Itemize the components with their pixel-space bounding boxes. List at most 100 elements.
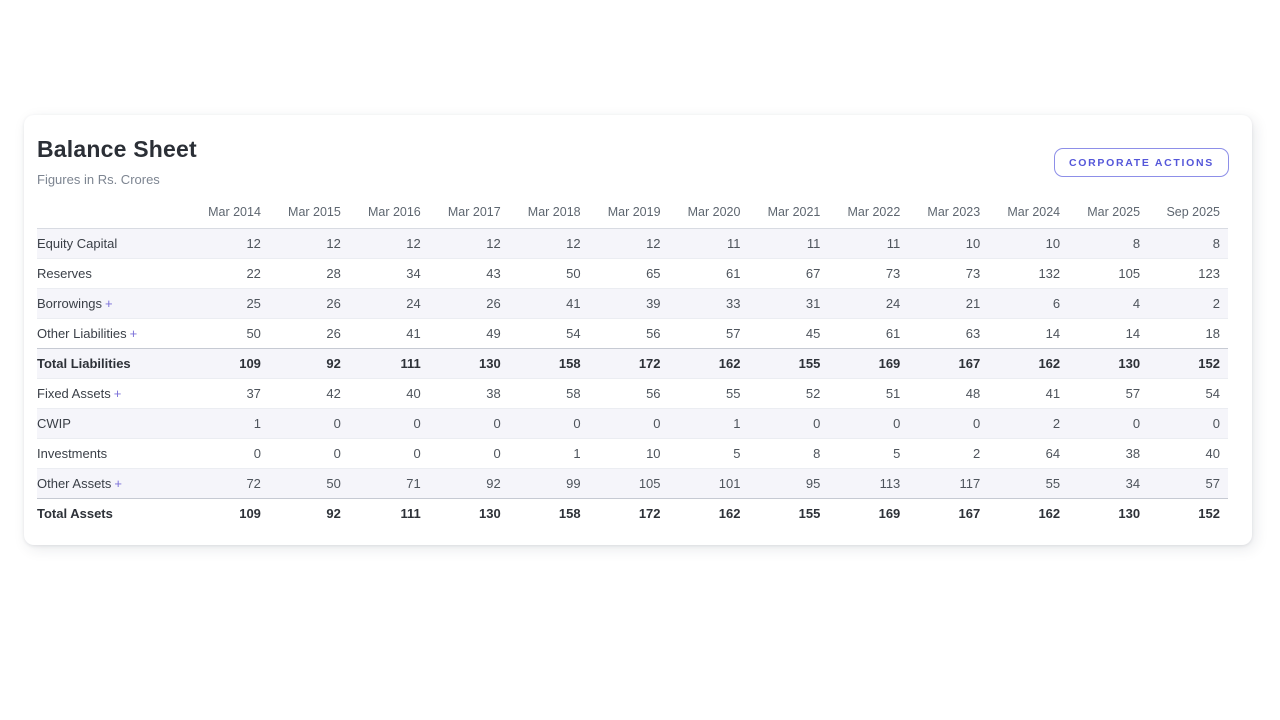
row-label[interactable]: Borrowings + xyxy=(37,288,189,319)
value-cell: 22 xyxy=(189,258,269,289)
value-cell: 92 xyxy=(268,348,349,379)
value-cell: 155 xyxy=(748,498,829,528)
value-cell: 39 xyxy=(588,288,669,319)
row-label: Total Liabilities xyxy=(37,348,189,379)
value-cell: 0 xyxy=(588,408,669,439)
value-cell: 43 xyxy=(428,258,509,289)
column-header: Mar 2014 xyxy=(189,200,269,229)
value-cell: 58 xyxy=(508,378,589,409)
row-label[interactable]: Other Assets + xyxy=(37,468,189,499)
value-cell: 0 xyxy=(748,408,829,439)
value-cell: 0 xyxy=(908,408,989,439)
value-cell: 52 xyxy=(748,378,829,409)
value-cell: 162 xyxy=(988,348,1069,379)
value-cell: 56 xyxy=(588,318,669,349)
row-label-text: Investments xyxy=(37,446,108,461)
value-cell: 101 xyxy=(668,468,749,499)
column-header: Mar 2019 xyxy=(588,200,669,229)
row-label: Equity Capital xyxy=(37,228,189,259)
table-row: Reserves 22 28 34 43 50 65 61 67 73 73 132 105 123 xyxy=(37,258,1228,289)
header-row: Mar 2014 Mar 2015 Mar 2016 Mar 2017 Mar 2018… xyxy=(37,200,1228,229)
column-header: Mar 2020 xyxy=(668,200,749,229)
value-cell: 0 xyxy=(348,408,429,439)
row-label[interactable]: Fixed Assets + xyxy=(37,378,189,409)
value-cell: 169 xyxy=(828,348,909,379)
expand-row-icon[interactable]: + xyxy=(105,296,113,311)
value-cell: 2 xyxy=(1148,288,1228,319)
value-cell: 26 xyxy=(268,318,349,349)
value-cell: 18 xyxy=(1148,318,1228,349)
value-cell: 152 xyxy=(1148,498,1228,528)
page-title: Balance Sheet xyxy=(37,136,197,162)
value-cell: 130 xyxy=(1068,498,1149,528)
value-cell: 21 xyxy=(908,288,989,319)
column-header: Mar 2017 xyxy=(428,200,509,229)
table-row: Other Assets +72 50 71 92 99 105 101 95 113 117 55 3… xyxy=(37,468,1228,499)
row-label-text: Total Assets xyxy=(37,506,113,521)
value-cell: 152 xyxy=(1148,348,1228,379)
value-cell: 10 xyxy=(908,228,989,259)
value-cell: 55 xyxy=(988,468,1069,499)
row-label-text: Reserves xyxy=(37,266,92,281)
value-cell: 8 xyxy=(1148,228,1228,259)
value-cell: 130 xyxy=(428,348,509,379)
value-cell: 45 xyxy=(748,318,829,349)
value-cell: 0 xyxy=(1148,408,1228,439)
value-cell: 40 xyxy=(1148,438,1228,469)
value-cell: 99 xyxy=(508,468,589,499)
value-cell: 1 xyxy=(668,408,749,439)
value-cell: 25 xyxy=(189,288,269,319)
row-label-text: Other Assets xyxy=(37,476,112,491)
value-cell: 38 xyxy=(1068,438,1149,469)
value-cell: 40 xyxy=(348,378,429,409)
column-header: Mar 2016 xyxy=(348,200,429,229)
expand-row-icon[interactable]: + xyxy=(114,476,123,491)
value-cell: 113 xyxy=(828,468,909,499)
value-cell: 67 xyxy=(748,258,829,289)
value-cell: 61 xyxy=(828,318,909,349)
value-cell: 54 xyxy=(1148,378,1228,409)
value-cell: 130 xyxy=(1068,348,1149,379)
value-cell: 41 xyxy=(508,288,589,319)
value-cell: 26 xyxy=(268,288,349,319)
value-cell: 42 xyxy=(268,378,349,409)
value-cell: 0 xyxy=(1068,408,1149,439)
value-cell: 95 xyxy=(748,468,829,499)
value-cell: 167 xyxy=(908,498,989,528)
value-cell: 55 xyxy=(668,378,749,409)
value-cell: 50 xyxy=(268,468,349,499)
column-header: Mar 2021 xyxy=(748,200,829,229)
value-cell: 0 xyxy=(348,438,429,469)
table-row: Investments 0 0 0 0 1 10 5 8 5 2 64 38 40 xyxy=(37,438,1228,469)
column-header: Mar 2015 xyxy=(268,200,349,229)
value-cell: 2 xyxy=(988,408,1069,439)
row-label-text: CWIP xyxy=(37,416,71,431)
row-label[interactable]: Other Liabilities + xyxy=(37,318,189,349)
value-cell: 92 xyxy=(428,468,509,499)
value-cell: 14 xyxy=(1068,318,1149,349)
row-label: Total Assets xyxy=(37,498,189,528)
value-cell: 0 xyxy=(268,438,349,469)
row-label: Reserves xyxy=(37,258,189,289)
corporate-actions-button[interactable]: CORPORATE ACTIONS xyxy=(1054,148,1229,177)
value-cell: 109 xyxy=(189,348,269,379)
value-cell: 169 xyxy=(828,498,909,528)
value-cell: 8 xyxy=(748,438,829,469)
value-cell: 1 xyxy=(189,408,269,439)
expand-row-icon[interactable]: + xyxy=(113,386,122,401)
value-cell: 73 xyxy=(828,258,909,289)
value-cell: 12 xyxy=(508,228,589,259)
expand-row-icon[interactable]: + xyxy=(129,326,138,341)
value-cell: 50 xyxy=(508,258,589,289)
value-cell: 41 xyxy=(988,378,1069,409)
value-cell: 172 xyxy=(588,348,669,379)
value-cell: 37 xyxy=(189,378,269,409)
value-cell: 57 xyxy=(668,318,749,349)
value-cell: 33 xyxy=(668,288,749,319)
value-cell: 12 xyxy=(268,228,349,259)
value-cell: 57 xyxy=(1148,468,1228,499)
table-row: Equity Capital 12 12 12 12 12 12 11 11 11 10 10 8 8 xyxy=(37,228,1228,259)
value-cell: 49 xyxy=(428,318,509,349)
row-label-text: Other Liabilities xyxy=(37,326,127,341)
value-cell: 158 xyxy=(508,348,589,379)
